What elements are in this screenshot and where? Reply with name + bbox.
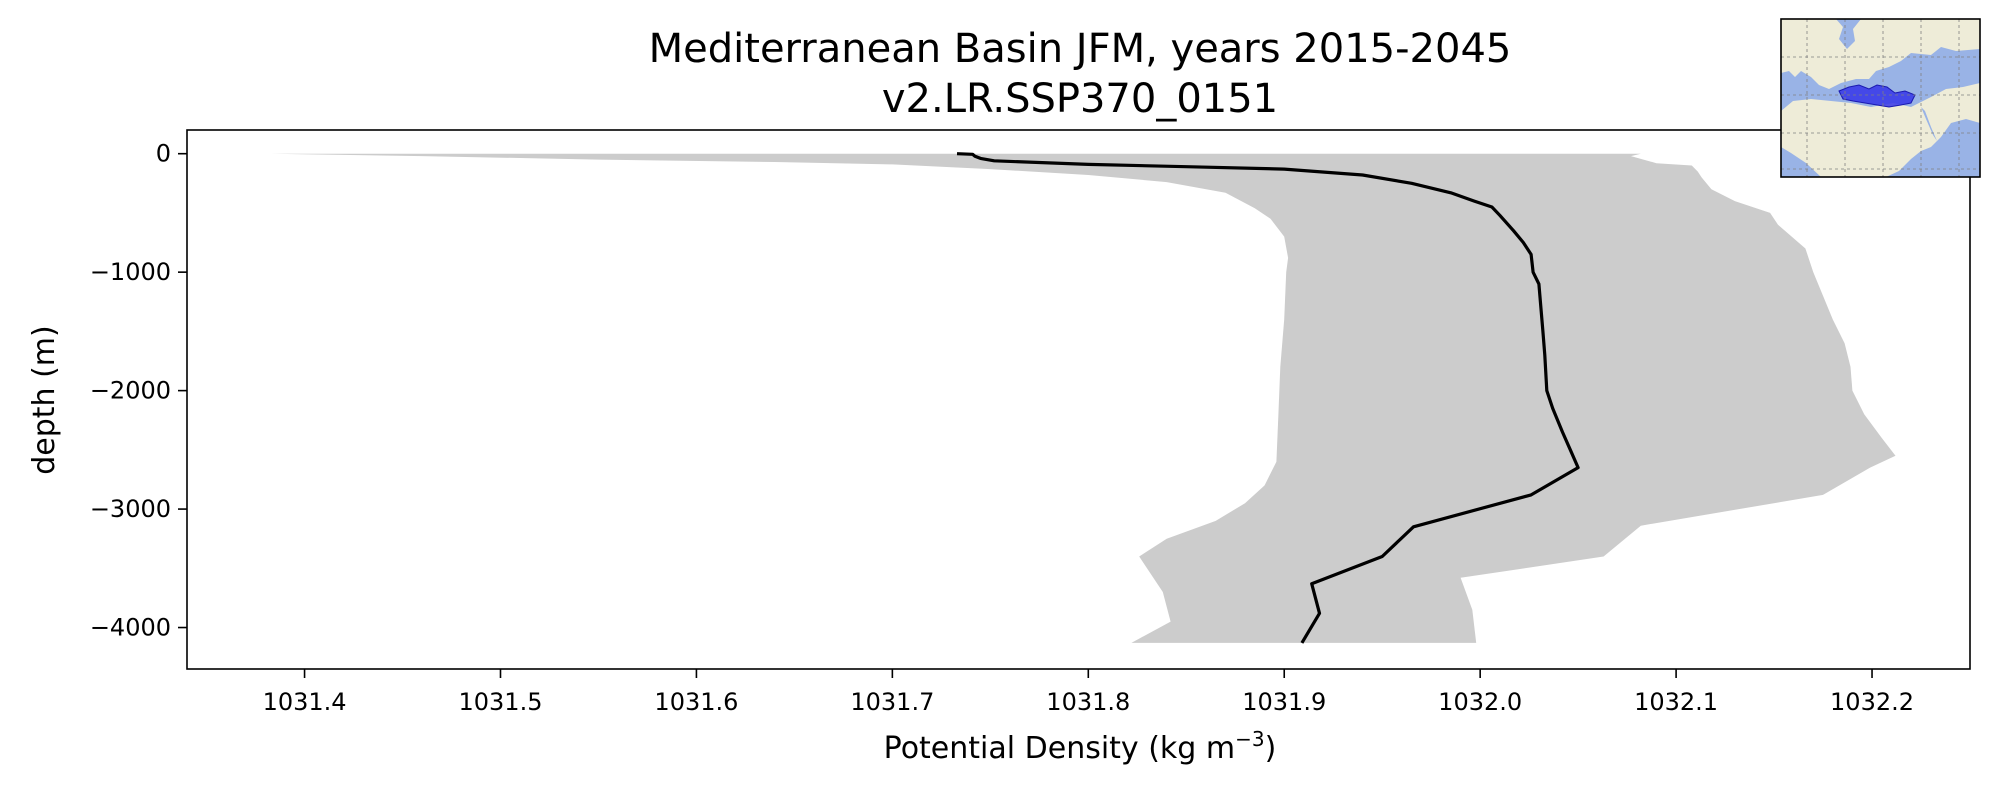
x-axis-ticks: 1031.4 1031.5 1031.6 1031.7 1031.8 1031.9 1032… [263,669,1914,716]
x-axis-label: Potential Density (kg m−3) [884,727,1277,766]
x-tick-label: 1031.8 [1046,688,1130,716]
inset-baltic [1836,19,1861,49]
x-tick-label: 1031.4 [263,688,347,716]
x-axis-label-exponent: −3 [1235,727,1264,751]
y-tick-label: −2000 [90,377,171,405]
x-tick-label: 1031.7 [850,688,934,716]
plot-frame [186,129,1971,670]
x-axis-label-close: ) [1265,731,1277,766]
inset-red-sea [1921,107,1937,141]
x-tick-label: 1032.0 [1438,688,1522,716]
x-tick-label: 1031.6 [654,688,738,716]
envelope-area [271,153,1896,643]
chart-title: Mediterranean Basin JFM, years 2015-2045 [649,26,1512,72]
y-tick-label: −1000 [90,258,171,286]
mean-profile-line [956,152,1580,644]
x-tick-label: 1031.5 [459,688,543,716]
y-tick-label: −4000 [90,614,171,642]
y-axis-ticks: 0 −1000 −2000 −3000 −4000 [90,140,187,642]
y-axis-label: depth (m) [27,325,62,475]
inset-land-africa [1781,83,1980,177]
x-tick-label: 1032.1 [1634,688,1718,716]
x-tick-label: 1032.2 [1830,688,1914,716]
inset-land-europe [1781,19,1980,89]
y-tick-label: −3000 [90,495,171,523]
inset-frame [1780,18,1981,178]
inset-map [1780,18,1981,178]
x-tick-label: 1031.9 [1242,688,1326,716]
chart-subtitle: v2.LR.SSP370_0151 [882,76,1278,122]
y-tick-label: 0 [156,140,171,168]
